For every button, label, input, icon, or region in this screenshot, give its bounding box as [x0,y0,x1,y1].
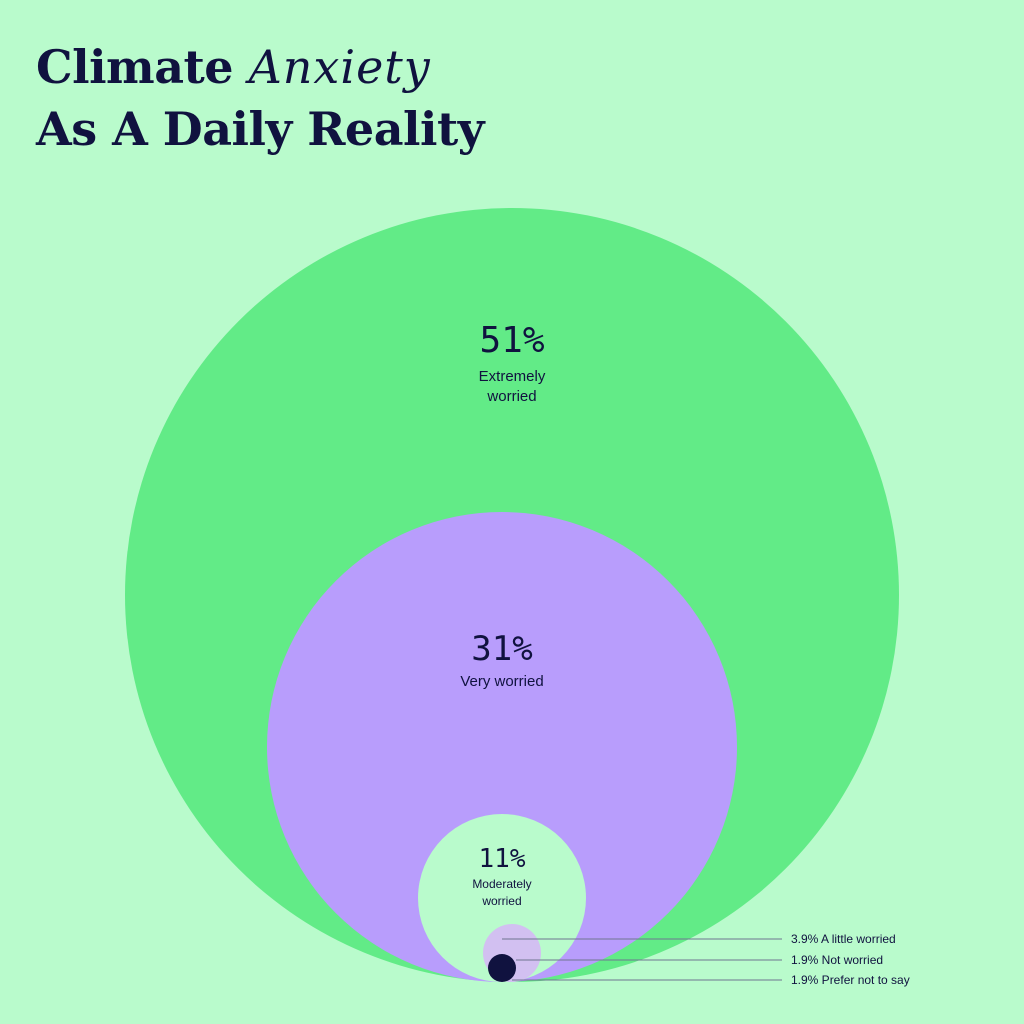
title-anxiety: Anxiety [248,40,431,94]
value-label-moderately: 11% [479,844,526,874]
category-label-extremely: worried [486,388,536,405]
title-line-2: As A Daily Reality [36,102,484,156]
title-line-1: Climate Anxiety [36,36,484,98]
value-label-extremely: 51% [479,320,544,361]
circle-not [488,954,516,982]
category-label-extremely: Extremely [479,368,546,385]
chart-title: Climate Anxiety As A Daily Reality [36,36,484,160]
value-label-very: 31% [471,629,532,669]
circle-very [267,512,737,982]
category-label-very: Very worried [460,673,543,690]
title-climate: Climate [36,40,234,94]
callout-label-a-little: 3.9% A little worried [791,932,896,946]
circle-moderately [418,814,586,982]
category-label-moderately: worried [481,894,521,908]
callout-label-not: 1.9% Not worried [791,953,883,967]
category-label-moderately: Moderately [472,877,531,891]
callout-label-prefer-not: 1.9% Prefer not to say [791,973,910,987]
